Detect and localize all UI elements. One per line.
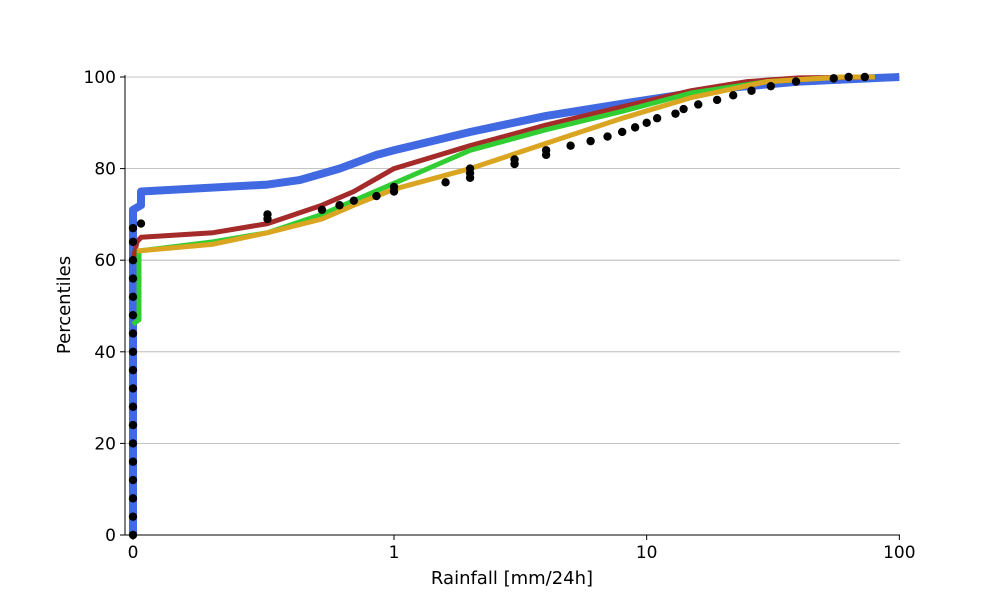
data-point	[335, 201, 344, 210]
y-tick-label: 80	[94, 160, 116, 180]
data-point	[349, 196, 359, 205]
data-point	[263, 210, 272, 219]
data-point	[389, 182, 399, 192]
data-point	[766, 81, 776, 91]
y-gridlines	[125, 76, 900, 444]
data-point	[679, 104, 688, 114]
data-point	[671, 109, 680, 118]
data-point	[566, 141, 575, 150]
y-axis-label: Percentiles	[54, 256, 75, 354]
data-point	[128, 365, 138, 375]
data-point	[128, 420, 138, 430]
data-point	[128, 347, 138, 356]
x-tick-label: 10	[636, 543, 658, 563]
data-point	[317, 205, 327, 215]
data-point	[441, 178, 450, 187]
ticks: 0 20 40 60 80 100 0 1 10 100	[84, 68, 916, 563]
data-point	[712, 95, 722, 105]
series-layer	[128, 72, 900, 540]
data-point	[128, 223, 138, 233]
data-point	[128, 310, 138, 320]
data-point	[128, 274, 138, 283]
data-point	[128, 512, 138, 521]
data-point	[128, 329, 138, 338]
data-point	[128, 237, 138, 247]
data-point	[747, 86, 756, 95]
data-point	[791, 77, 801, 86]
series-line-0	[129, 73, 900, 535]
data-point	[603, 132, 612, 141]
data-point	[128, 457, 138, 466]
y-tick-label: 20	[94, 434, 116, 454]
data-point	[128, 402, 138, 411]
series-line-1	[130, 74, 875, 261]
data-point	[642, 118, 651, 128]
data-point	[630, 123, 640, 132]
data-point	[728, 91, 738, 100]
data-point	[541, 146, 551, 155]
data-point	[465, 164, 475, 173]
x-tick-label: 100	[883, 543, 915, 563]
data-point	[844, 72, 853, 82]
data-point	[586, 136, 595, 146]
y-tick-label: 40	[94, 343, 116, 363]
data-point	[136, 219, 146, 228]
data-point	[128, 384, 138, 393]
series-line-2	[131, 74, 875, 327]
axes	[124, 75, 900, 536]
data-point	[128, 256, 138, 265]
data-point	[652, 114, 662, 123]
data-point	[128, 494, 138, 503]
data-point	[128, 439, 138, 448]
y-tick-label: 60	[94, 251, 116, 271]
data-point	[128, 475, 138, 485]
data-point	[829, 74, 838, 83]
y-tick-label: 100	[84, 68, 116, 88]
data-point	[372, 191, 381, 201]
data-point	[510, 155, 519, 164]
data-point	[860, 72, 870, 82]
data-point	[617, 127, 627, 137]
y-tick-label: 0	[105, 526, 116, 546]
x-tick-label: 0	[128, 543, 139, 563]
x-axis-label: Rainfall [mm/24h]	[431, 568, 593, 589]
data-point	[128, 292, 138, 302]
x-tick-label: 1	[389, 543, 400, 563]
data-point	[694, 100, 703, 109]
